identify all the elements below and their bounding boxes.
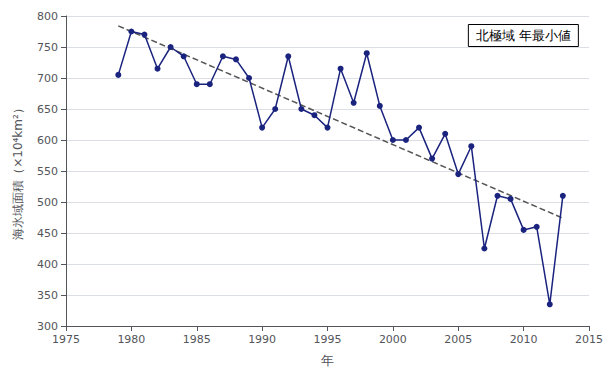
svg-text:1980: 1980	[117, 333, 145, 346]
svg-text:450: 450	[37, 227, 58, 240]
svg-text:550: 550	[37, 165, 58, 178]
svg-text:350: 350	[37, 289, 58, 302]
svg-text:1975: 1975	[52, 333, 80, 346]
svg-text:700: 700	[37, 72, 58, 85]
svg-text:2010: 2010	[510, 333, 538, 346]
svg-text:2015: 2015	[575, 333, 603, 346]
svg-text:1985: 1985	[183, 333, 211, 346]
svg-text:1995: 1995	[314, 333, 342, 346]
svg-text:600: 600	[37, 134, 58, 147]
svg-text:2005: 2005	[444, 333, 472, 346]
svg-text:1990: 1990	[248, 333, 276, 346]
svg-text:300: 300	[37, 320, 58, 333]
svg-text:年: 年	[321, 353, 334, 368]
svg-text:750: 750	[37, 41, 58, 54]
svg-text:500: 500	[37, 196, 58, 209]
svg-text:2000: 2000	[379, 333, 407, 346]
svg-text:400: 400	[37, 258, 58, 271]
svg-text:800: 800	[37, 10, 58, 23]
svg-text:海氷域面積（×10⁴km²）: 海氷域面積（×10⁴km²）	[11, 102, 25, 240]
svg-text:北極域 年最小値: 北極域 年最小値	[476, 28, 571, 43]
svg-text:650: 650	[37, 103, 58, 116]
